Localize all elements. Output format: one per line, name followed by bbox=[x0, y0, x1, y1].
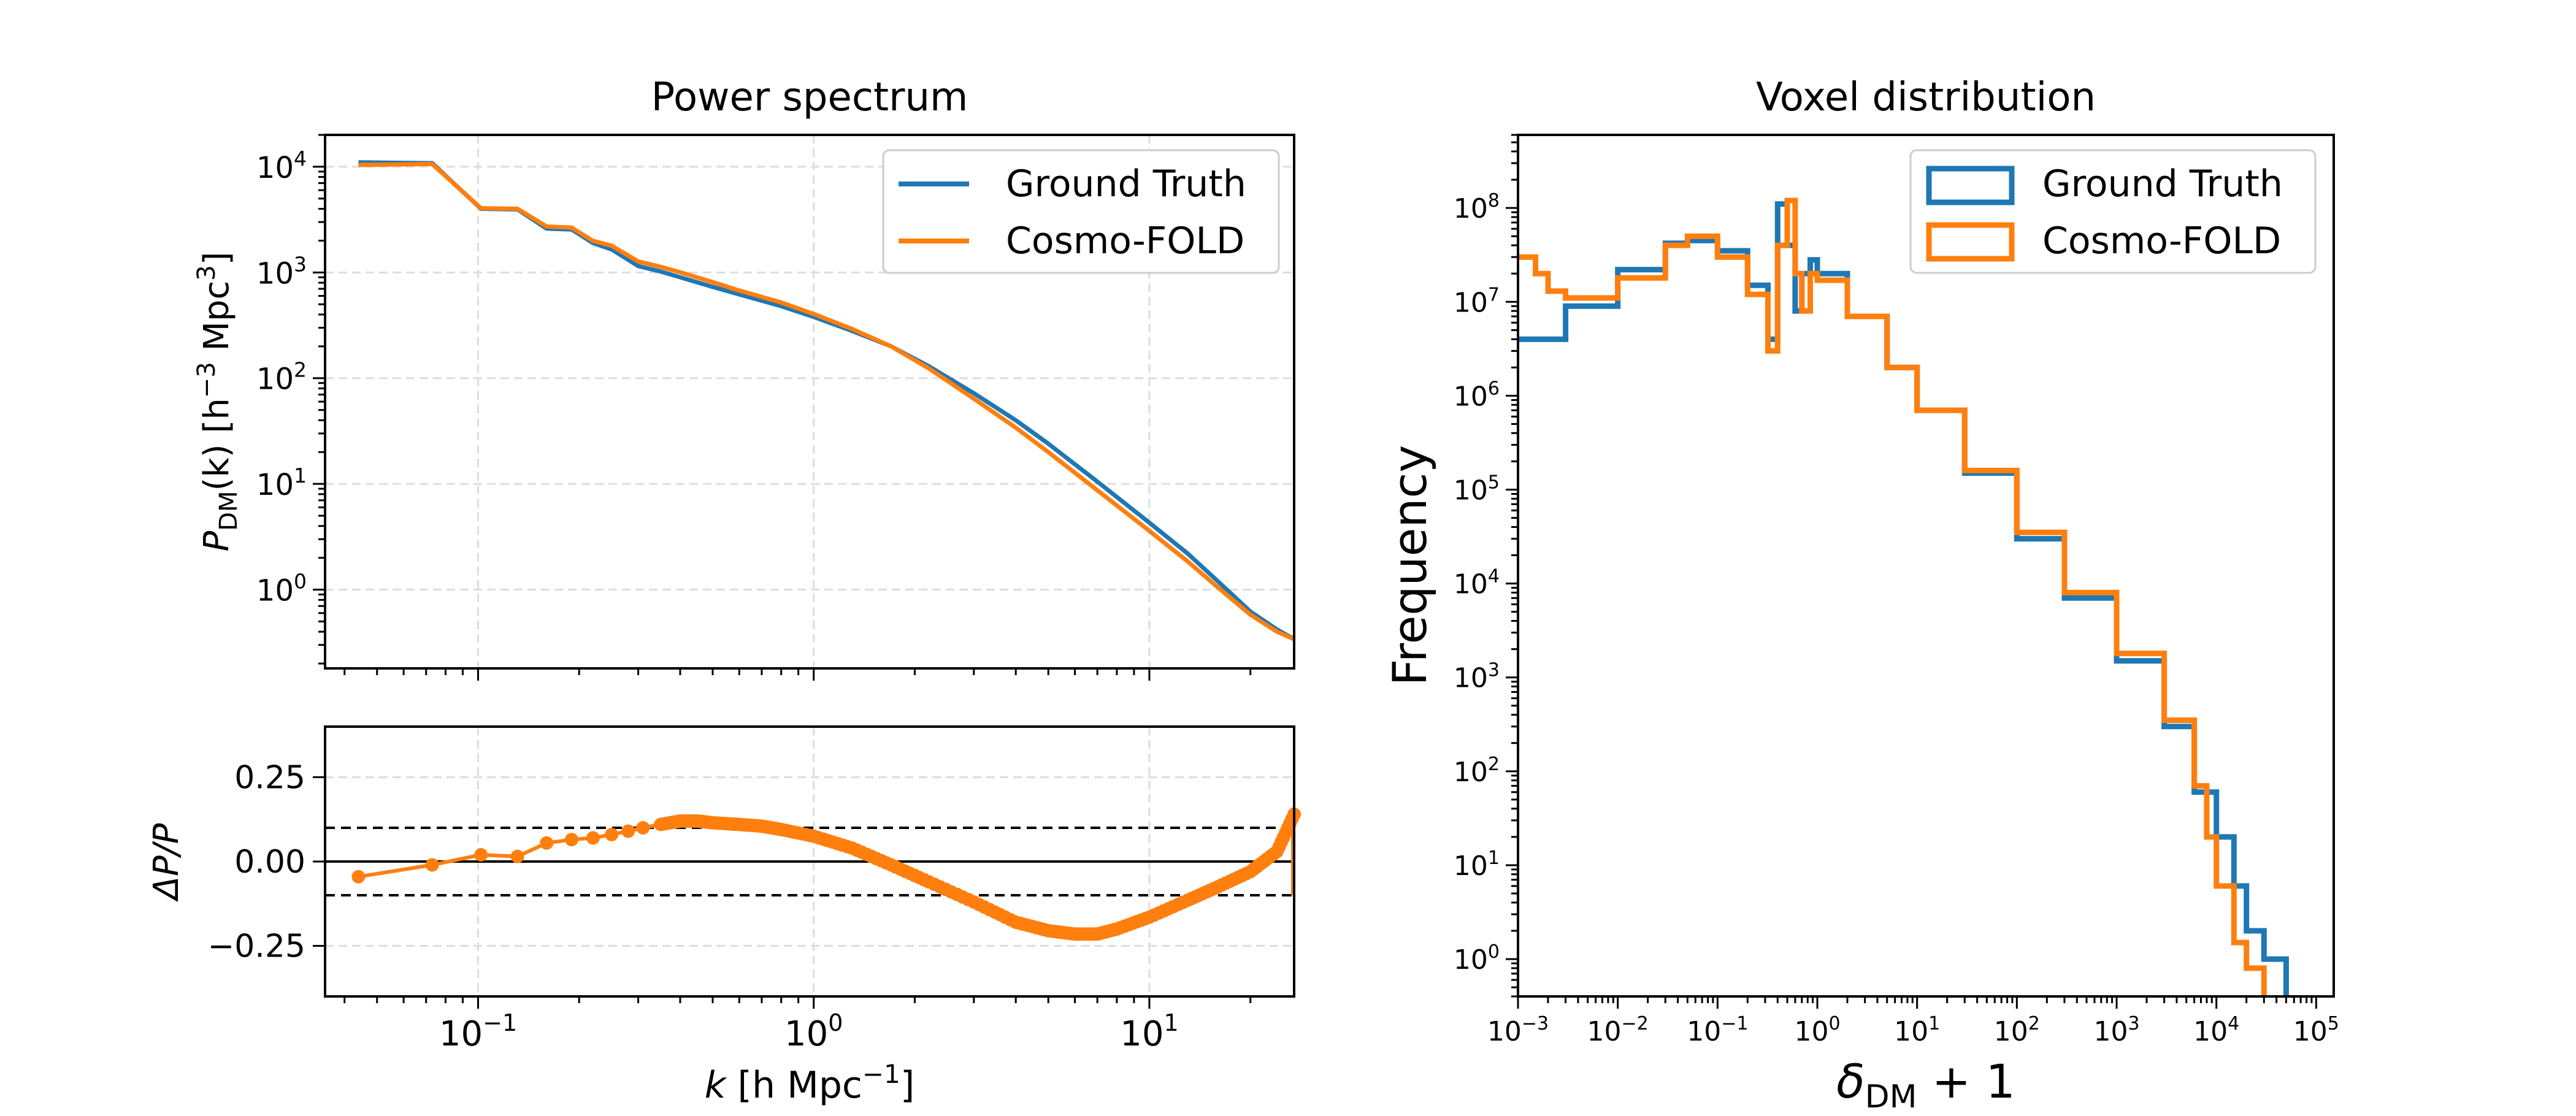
ratio-point bbox=[510, 849, 524, 863]
y-tick-label: 100 bbox=[1454, 941, 1500, 976]
power-spectrum-title: Power spectrum bbox=[651, 75, 968, 120]
ratio-point bbox=[961, 892, 975, 906]
y-tick-label: 108 bbox=[1454, 190, 1500, 224]
ratio-point bbox=[474, 848, 488, 862]
y-tick-label: 106 bbox=[1454, 378, 1500, 412]
x-tick-label: 103 bbox=[2093, 1013, 2139, 1047]
power-spectrum-y-axis-label: PDM(k) [h−3 Mpc3] bbox=[193, 251, 243, 551]
x-tick-label: 104 bbox=[2193, 1013, 2239, 1047]
power-spectrum-ticks: 100 101 102 103 104 bbox=[256, 134, 1252, 681]
y-tick-label: −0.25 bbox=[208, 928, 305, 965]
y-tick-label: 104 bbox=[256, 147, 307, 185]
legend-label-cosmo-fold: Cosmo-FOLD bbox=[2042, 220, 2281, 262]
ratio-point bbox=[605, 828, 619, 841]
voxel-distribution-ticks: 10−3 10−2 10−1 100 101 102 103 104 105 100 101 102 1… bbox=[1454, 134, 2339, 1047]
ratio-ticks: 10−1 100 101 −0.25 0.00 0.25 bbox=[208, 760, 1252, 1054]
ratio-panel: 10−1 100 101 −0.25 0.00 0.25 ΔP/P k [h Mpc−1] bbox=[147, 725, 1301, 1107]
power-spectrum-legend: Ground Truth Cosmo-FOLD bbox=[882, 149, 1280, 274]
ratio-reference-lines bbox=[325, 827, 1294, 896]
legend-label-ground-truth: Ground Truth bbox=[1006, 162, 1246, 205]
ratio-point bbox=[917, 873, 931, 887]
voxel-distribution-series bbox=[1518, 197, 2289, 996]
ratio-point bbox=[351, 869, 366, 884]
power-spectrum-panel: Power spectrum 100 101 102 103 104 PDM(k) [h… bbox=[193, 75, 1295, 681]
y-tick-label: 0.25 bbox=[234, 760, 305, 797]
y-tick-label: 100 bbox=[256, 570, 307, 608]
voxel-distribution-y-axis-label: Frequency bbox=[1382, 445, 1437, 686]
x-tick-label: 10−1 bbox=[1687, 1013, 1748, 1047]
ratio-point bbox=[565, 833, 579, 847]
y-tick-label: 101 bbox=[1454, 847, 1500, 882]
ratio-point bbox=[636, 821, 650, 835]
legend-label-ground-truth: Ground Truth bbox=[2042, 162, 2283, 205]
x-tick-label: 105 bbox=[2293, 1013, 2339, 1047]
y-tick-label: 107 bbox=[1454, 284, 1500, 318]
y-tick-label: 102 bbox=[256, 358, 307, 397]
x-tick-label: 102 bbox=[1994, 1013, 2040, 1047]
y-tick-label: 103 bbox=[256, 252, 307, 291]
legend-box bbox=[882, 149, 1280, 274]
series-line-cosmo-fold bbox=[358, 162, 1295, 641]
x-tick-label: 101 bbox=[1120, 1009, 1178, 1054]
ratio-point bbox=[425, 858, 439, 872]
ratio-x-axis-label: k [h Mpc−1] bbox=[705, 1059, 915, 1107]
histogram-cosmo-fold bbox=[1518, 197, 2267, 996]
x-tick-label: 100 bbox=[1794, 1013, 1840, 1047]
voxel-distribution-panel: Voxel distribution 10−3 10−2 10−1 100 101 102… bbox=[1382, 75, 2339, 1115]
y-tick-label: 103 bbox=[1454, 660, 1500, 694]
voxel-distribution-frame bbox=[1517, 134, 2335, 998]
histogram-ground-truth bbox=[1518, 201, 2289, 996]
ratio-y-axis-label: ΔP/P bbox=[147, 823, 186, 902]
ratio-series bbox=[351, 808, 1301, 941]
y-tick-label: 101 bbox=[256, 464, 307, 502]
voxel-distribution-title: Voxel distribution bbox=[1756, 75, 2096, 120]
power-spectrum-series bbox=[358, 160, 1295, 641]
x-tick-label: 10−2 bbox=[1587, 1013, 1649, 1047]
y-tick-label: 104 bbox=[1454, 566, 1500, 600]
x-tick-label: 100 bbox=[784, 1009, 843, 1054]
ratio-point bbox=[621, 824, 635, 838]
voxel-distribution-legend: Ground Truth Cosmo-FOLD bbox=[1909, 149, 2317, 274]
legend-swatch-ground-truth bbox=[1926, 166, 2015, 205]
x-tick-label: 10−1 bbox=[439, 1009, 517, 1054]
ratio-point bbox=[540, 836, 554, 850]
legend-swatch-cosmo-fold bbox=[1926, 222, 2015, 262]
y-tick-label: 102 bbox=[1454, 754, 1500, 788]
y-tick-label: 105 bbox=[1454, 472, 1500, 506]
ratio-point bbox=[586, 831, 600, 845]
x-tick-label: 101 bbox=[1894, 1013, 1940, 1047]
voxel-distribution-x-axis-label: δDM + 1 bbox=[1836, 1054, 2015, 1115]
legend-label-cosmo-fold: Cosmo-FOLD bbox=[1006, 220, 1244, 262]
x-tick-label: 10−3 bbox=[1487, 1013, 1549, 1047]
y-tick-label: 0.00 bbox=[234, 844, 305, 881]
